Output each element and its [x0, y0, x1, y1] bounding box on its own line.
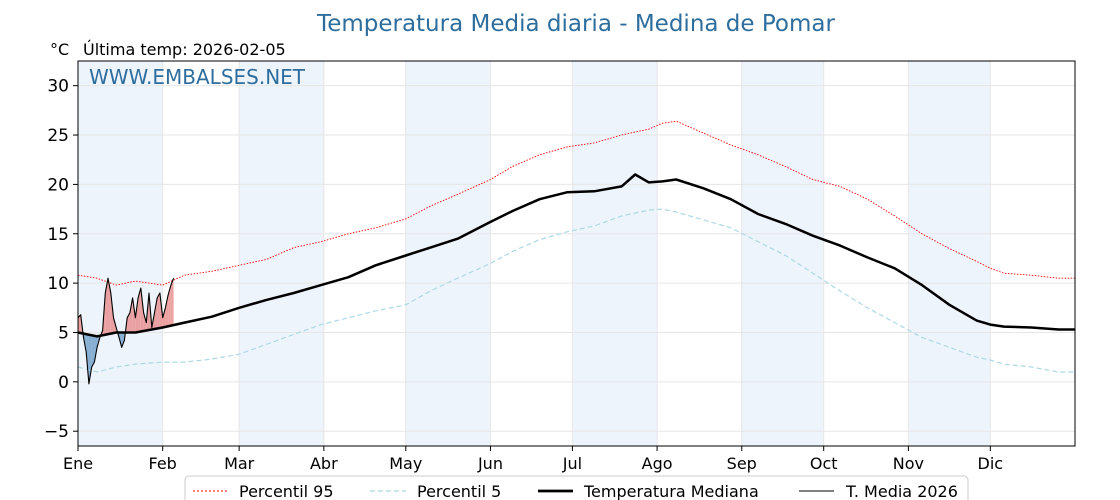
y-tick-label: 30 [47, 77, 69, 97]
legend-label-median: Temperatura Mediana [583, 482, 759, 500]
fill-above-median [157, 292, 160, 329]
x-axis: Ene Feb Mar Abr May Jun Jul Ago Sep Oct Nov Dic [63, 446, 1003, 473]
x-tick-label: Jul [562, 454, 582, 473]
series-lines [77, 120, 1075, 385]
fill-above-median [143, 312, 147, 331]
x-tick-label: Sep [727, 454, 757, 473]
fill-above-median [129, 297, 133, 333]
fill-above-median [165, 294, 169, 327]
legend-label-p5: Percentil 5 [417, 482, 501, 500]
x-tick-label: Dic [978, 454, 1004, 473]
month-shade [741, 61, 824, 446]
x-tick-label: Jun [477, 454, 503, 473]
grid-lines [77, 61, 1075, 446]
fill-above-median [154, 297, 158, 330]
y-tick-label: 10 [47, 274, 69, 294]
fill-below-median [91, 335, 95, 368]
y-tick-label: −5 [44, 422, 69, 442]
x-tick-label: Oct [810, 454, 838, 473]
legend-label-p95: Percentil 95 [239, 482, 334, 500]
series-line-0 [77, 120, 1075, 286]
chart-title: Temperatura Media diaria - Medina de Pom… [316, 11, 835, 37]
x-tick-label: Mar [224, 454, 255, 473]
series-line-3 [77, 277, 175, 385]
month-shade [239, 61, 324, 446]
series-line-1 [77, 208, 1075, 373]
series-line-2 [77, 173, 1075, 338]
fill-above-median [168, 285, 171, 327]
x-tick-label: Ago [642, 454, 673, 473]
y-tick-label: 15 [47, 225, 69, 245]
fill-below-median [88, 334, 92, 384]
fill-above-median [105, 278, 109, 335]
month-shade [572, 61, 658, 446]
month-shade [908, 61, 991, 446]
watermark: WWW.EMBALSES.NET [89, 65, 306, 89]
fill-above-median [78, 314, 81, 334]
y-tick-label: 20 [47, 175, 69, 195]
month-shade [405, 61, 491, 446]
unit-label: °C [50, 40, 69, 59]
legend-box [184, 475, 969, 500]
fill-above-median [170, 278, 174, 326]
x-tick-label: Abr [310, 454, 338, 473]
x-tick-label: Feb [149, 454, 177, 473]
x-tick-label: Ene [63, 454, 93, 473]
month-shade [78, 61, 163, 446]
y-tick-label: 25 [47, 126, 69, 146]
y-tick-label: 0 [58, 373, 69, 393]
fill-above-median [162, 307, 166, 328]
y-axis: −5 0 5 10 15 20 25 30 [44, 77, 78, 442]
legend: Percentil 95 Percentil 5 Temperatura Med… [184, 475, 969, 500]
plot-frame [77, 60, 1076, 447]
fill-below-median [121, 332, 125, 348]
y-tick-label: 5 [58, 323, 69, 343]
month-shading [78, 61, 991, 446]
fill-above-median [138, 288, 141, 332]
last-temp-label: Última temp: 2026-02-05 [83, 40, 286, 59]
x-tick-label: Nov [893, 454, 924, 473]
x-tick-label: May [389, 454, 422, 473]
fill-above-median [127, 312, 130, 333]
legend-label-2026: T. Media 2026 [845, 482, 958, 500]
